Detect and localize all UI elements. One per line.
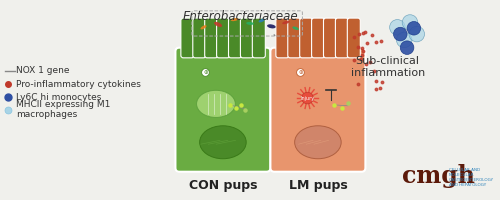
Circle shape [409, 26, 424, 42]
Ellipse shape [214, 22, 222, 27]
Text: Injury: Injury [300, 96, 314, 101]
Text: Sub-clinical
inflammation: Sub-clinical inflammation [350, 56, 425, 78]
Text: NOX 1 gene: NOX 1 gene [16, 66, 70, 75]
FancyBboxPatch shape [324, 18, 336, 58]
FancyBboxPatch shape [300, 18, 312, 58]
FancyBboxPatch shape [276, 18, 289, 58]
FancyBboxPatch shape [193, 18, 206, 58]
Text: Enterobacteriaceae: Enterobacteriaceae [182, 10, 298, 23]
Circle shape [390, 20, 405, 35]
Text: ⊕: ⊕ [298, 70, 303, 75]
Ellipse shape [267, 24, 276, 28]
FancyBboxPatch shape [348, 18, 360, 58]
Text: LM pups: LM pups [288, 179, 348, 192]
Text: cmgh: cmgh [402, 164, 475, 188]
Circle shape [402, 15, 417, 30]
Text: Ly6C hi monocytes: Ly6C hi monocytes [16, 93, 102, 102]
Ellipse shape [292, 26, 299, 30]
FancyBboxPatch shape [228, 18, 241, 58]
Circle shape [407, 21, 420, 35]
Ellipse shape [294, 126, 341, 159]
Circle shape [394, 27, 407, 41]
FancyBboxPatch shape [252, 18, 266, 58]
Text: CON pups: CON pups [188, 179, 257, 192]
FancyBboxPatch shape [240, 18, 254, 58]
FancyBboxPatch shape [312, 18, 324, 58]
FancyBboxPatch shape [216, 18, 230, 58]
FancyBboxPatch shape [336, 18, 348, 58]
Ellipse shape [200, 25, 206, 29]
Ellipse shape [258, 19, 265, 22]
FancyBboxPatch shape [204, 18, 218, 58]
Text: ⊕: ⊕ [203, 70, 208, 75]
FancyBboxPatch shape [181, 18, 194, 58]
Circle shape [296, 69, 304, 76]
Text: Pro-inflammatory cytokines: Pro-inflammatory cytokines [16, 80, 142, 89]
Ellipse shape [246, 22, 254, 25]
Ellipse shape [282, 21, 290, 24]
Ellipse shape [230, 18, 238, 21]
Circle shape [202, 69, 209, 76]
Circle shape [302, 92, 314, 104]
Ellipse shape [196, 90, 235, 117]
Circle shape [400, 41, 414, 54]
FancyBboxPatch shape [270, 48, 366, 172]
Circle shape [396, 32, 412, 48]
Ellipse shape [200, 126, 246, 159]
FancyBboxPatch shape [176, 48, 270, 172]
Text: MHCII expressing M1
macrophages: MHCII expressing M1 macrophages [16, 100, 111, 119]
Text: CELLULAR AND
MOLECULAR
GASTROENTEROLOGY
AND HEPATOLOGY: CELLULAR AND MOLECULAR GASTROENTEROLOGY … [449, 168, 494, 187]
FancyBboxPatch shape [288, 18, 301, 58]
